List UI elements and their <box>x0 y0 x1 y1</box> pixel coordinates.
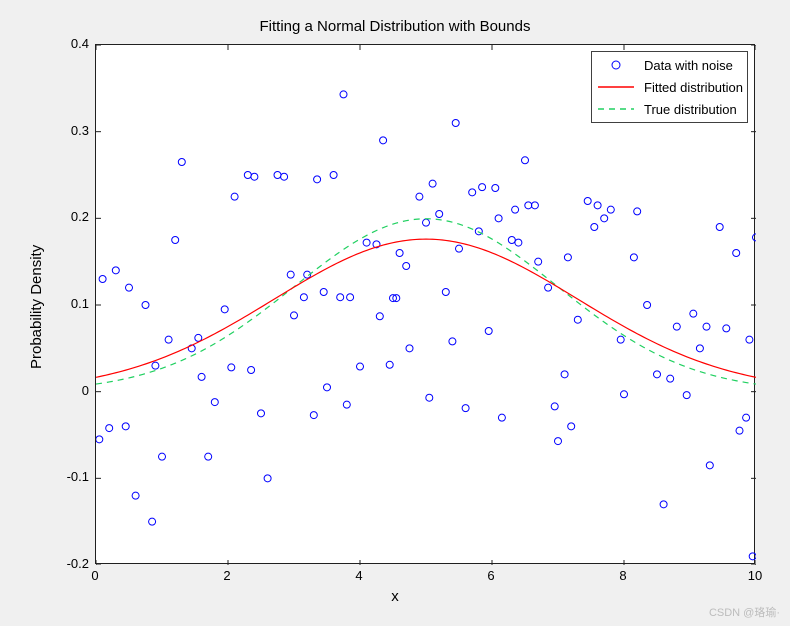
x-tick: 2 <box>207 568 247 583</box>
legend-swatch <box>596 55 636 75</box>
figure-container: Fitting a Normal Distribution with Bound… <box>0 0 790 626</box>
x-tick: 10 <box>735 568 775 583</box>
y-tick: 0.3 <box>39 123 89 138</box>
legend-label: Fitted distribution <box>644 80 743 95</box>
x-tick: 4 <box>339 568 379 583</box>
legend-item: Data with noise <box>596 54 743 76</box>
legend-item: True distribution <box>596 98 743 120</box>
y-tick: 0.2 <box>39 209 89 224</box>
plot-area: Data with noise Fitted distribution True d… <box>95 44 755 564</box>
y-tick: 0.4 <box>39 36 89 51</box>
chart-svg <box>96 45 756 565</box>
legend-label: Data with noise <box>644 58 733 73</box>
y-tick: -0.1 <box>39 469 89 484</box>
x-tick: 8 <box>603 568 643 583</box>
y-tick: 0 <box>39 383 89 398</box>
chart-title: Fitting a Normal Distribution with Bound… <box>0 18 790 35</box>
x-axis-label: x <box>0 588 790 605</box>
x-tick: 6 <box>471 568 511 583</box>
watermark: CSDN @珞瑜· <box>709 604 780 620</box>
legend: Data with noise Fitted distribution True d… <box>591 51 748 123</box>
y-tick: 0.1 <box>39 296 89 311</box>
legend-swatch <box>596 99 636 119</box>
legend-swatch <box>596 77 636 97</box>
legend-item: Fitted distribution <box>596 76 743 98</box>
x-tick: 0 <box>75 568 115 583</box>
legend-label: True distribution <box>644 102 737 117</box>
